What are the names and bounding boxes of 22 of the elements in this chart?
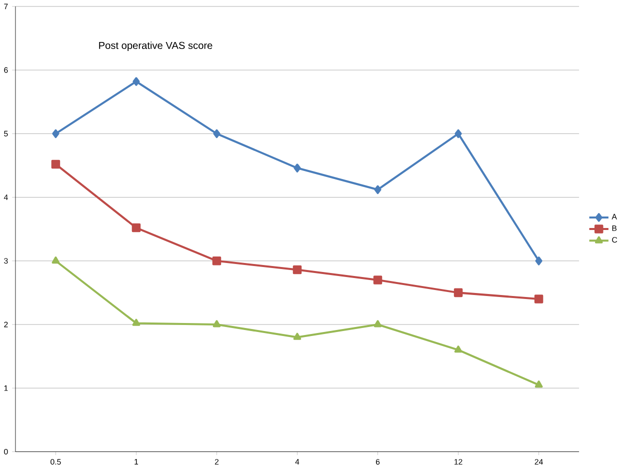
point — [292, 265, 302, 274]
text: Post operative VAS score — [99, 41, 212, 51]
point — [132, 223, 141, 232]
point — [535, 256, 542, 266]
point — [534, 380, 543, 388]
point — [374, 320, 382, 328]
point — [212, 256, 222, 266]
point — [374, 185, 382, 194]
point — [454, 129, 462, 138]
point — [373, 275, 382, 284]
point — [212, 320, 221, 328]
point — [132, 318, 140, 326]
point — [51, 160, 60, 168]
point — [52, 129, 60, 138]
point — [132, 76, 140, 86]
point — [293, 332, 302, 340]
point — [454, 288, 463, 297]
point — [52, 256, 60, 264]
point — [534, 294, 544, 304]
point — [294, 163, 301, 172]
point — [213, 129, 220, 138]
point — [454, 345, 462, 352]
